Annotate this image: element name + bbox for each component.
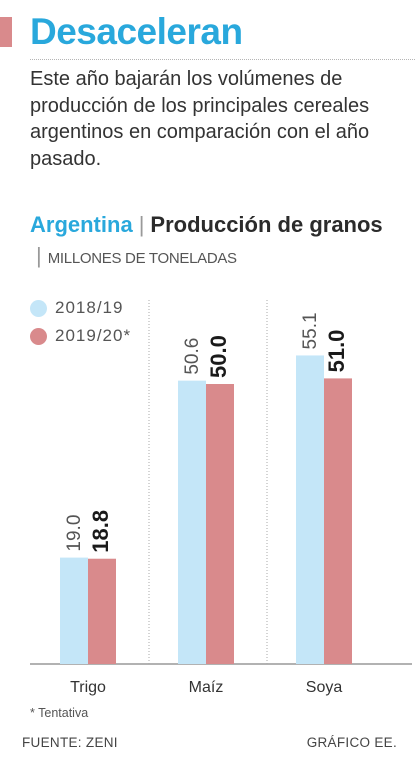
bar-trigo-2019	[88, 558, 116, 664]
chart-country: Argentina	[30, 212, 133, 237]
accent-bar	[0, 17, 12, 47]
value-label-trigo-2019: 18.8	[88, 510, 113, 553]
legend-swatch-2018	[30, 299, 47, 317]
legend: 2018/19 2019/20*	[30, 294, 131, 350]
legend-item-2019: 2019/20*	[30, 322, 131, 350]
graphic-credit: GRÁFICO EE.	[306, 735, 397, 750]
category-label-maz: Maíz	[189, 679, 224, 696]
legend-label-2018: 2018/19	[55, 298, 124, 317]
legend-label-2019: 2019/20*	[55, 326, 132, 345]
legend-swatch-2019	[30, 327, 47, 345]
heading-separator: |	[138, 212, 145, 237]
bar-maz-2018	[178, 380, 206, 664]
category-label-soya: Soya	[306, 679, 343, 696]
value-label-soya-2018: 55.1	[300, 312, 321, 349]
bar-trigo-2018	[60, 557, 88, 664]
subtitle: Este año bajarán los volúmenes de produc…	[30, 68, 370, 170]
value-label-soya-2019: 51.0	[324, 330, 349, 373]
legend-item-2018: 2018/19	[30, 294, 131, 322]
units-separator: |	[36, 243, 42, 268]
divider	[30, 59, 415, 60]
chart-heading: Argentina | Producción de granos | MILLONES…	[30, 209, 410, 274]
category-label-trigo: Trigo	[70, 679, 106, 696]
chart-title: Producción de granos	[150, 212, 383, 237]
value-label-maz-2019: 50.0	[206, 335, 231, 378]
bar-soya-2018	[296, 355, 324, 664]
chart-units: MILLONES DE TONELADAS	[47, 250, 237, 267]
bar-soya-2019	[324, 378, 352, 664]
footnote: * Tentativa	[30, 706, 89, 720]
value-label-trigo-2018: 19.0	[64, 515, 85, 552]
headline: Desaceleran	[30, 11, 243, 52]
source-credit: FUENTE: ZENI	[22, 735, 118, 750]
value-label-maz-2018: 50.6	[182, 338, 203, 375]
bar-maz-2019	[206, 384, 234, 664]
